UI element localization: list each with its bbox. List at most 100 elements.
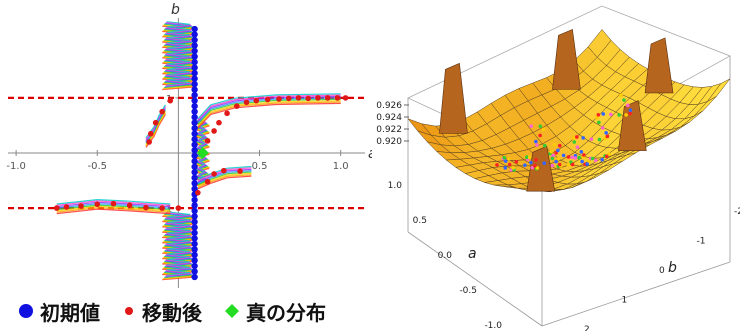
initial-point	[191, 136, 198, 143]
surface-sample-point	[566, 162, 571, 167]
trajectory-band-upper	[163, 24, 194, 89]
initial-point	[191, 64, 198, 71]
surface-sample-point	[607, 152, 611, 157]
trajectory-band-upper	[162, 25, 195, 91]
moved-point	[276, 96, 282, 102]
moved-point	[264, 96, 271, 103]
surface-sample-point	[628, 108, 633, 112]
surface-sample-point	[577, 155, 581, 160]
b-tick-label: 0	[659, 266, 665, 276]
initial-point	[191, 224, 198, 231]
initial-point	[191, 147, 198, 154]
initial-point	[191, 229, 198, 237]
legend-green-diamond-icon	[225, 304, 239, 318]
surface-sample-point	[549, 149, 554, 154]
b-tick-label: 1	[622, 296, 628, 306]
surface-sample-point	[535, 166, 540, 170]
surface-sample-point	[535, 143, 539, 147]
moved-point	[224, 110, 230, 117]
a-tick-label: 0.5	[413, 216, 427, 226]
initial-point	[191, 31, 198, 38]
moved-point	[195, 189, 201, 196]
trajectory-sweep-lower-left	[56, 205, 171, 212]
surface-peak	[552, 28, 581, 90]
surface-sample-point	[572, 140, 577, 144]
moved-point	[53, 205, 60, 211]
initial-point	[191, 80, 198, 88]
moved-point	[305, 95, 312, 102]
moved-point	[237, 168, 243, 174]
surface-sample-point	[626, 103, 630, 108]
legend-blue-dot-icon	[19, 304, 33, 318]
initial-point	[191, 268, 198, 275]
moved-point	[78, 203, 84, 209]
moved-point	[295, 95, 302, 101]
trajectory-band-upper	[166, 21, 191, 86]
trajectory-sweep-lower-left	[56, 208, 171, 215]
left-scatter-plot: ab-1.0-0.50.51.0-2-112	[6, 2, 372, 288]
initial-point	[191, 58, 198, 66]
moved-point	[126, 202, 133, 209]
trajectory-sweep-lower-left	[56, 207, 171, 213]
initial-point	[191, 86, 198, 93]
initial-point	[191, 169, 198, 176]
surface-sample-point	[582, 153, 586, 157]
initial-point	[191, 130, 198, 137]
trajectory-sweep-lower-right	[197, 172, 252, 187]
z-tick-label: 0.926	[376, 101, 402, 111]
surface-sample-point	[617, 113, 621, 117]
surface-sample-point	[622, 98, 626, 102]
surface-sample-point	[604, 154, 609, 159]
moved-point	[253, 97, 260, 104]
trajectory-band-upper	[165, 22, 192, 87]
x-tick-label: 0.5	[252, 161, 268, 172]
surface-sample-point	[503, 166, 508, 170]
moved-point	[148, 130, 154, 137]
initial-point	[191, 125, 198, 132]
trajectory-band-upper	[164, 23, 193, 89]
surface-sample-point	[541, 127, 546, 132]
moved-point	[243, 99, 250, 106]
surface-sample-point	[603, 136, 607, 141]
moved-point	[234, 103, 240, 109]
moved-point	[175, 205, 182, 211]
surface-sample-point	[550, 156, 555, 161]
trajectory-band-lower	[166, 211, 191, 277]
surface-sample-point	[538, 124, 543, 129]
moved-point	[167, 97, 174, 104]
z-tick-label: 0.922	[376, 125, 402, 135]
legend-item-moved: 移動後	[122, 297, 202, 326]
initial-point	[191, 158, 198, 165]
trajectory-sweep-lower-right	[197, 174, 252, 188]
initial-point	[191, 152, 198, 159]
legend-item-true: 真の分布	[224, 297, 326, 326]
a-axis-label: a	[468, 246, 477, 262]
initial-point	[191, 113, 198, 121]
surface-sample-point	[597, 137, 602, 142]
surface-sample-point	[570, 162, 575, 167]
initial-point	[191, 25, 198, 33]
surface-peak	[617, 100, 647, 151]
moved-point	[285, 95, 292, 102]
moved-point	[159, 108, 165, 115]
box-edge	[407, 231, 543, 327]
legend-red-dot-icon	[125, 307, 133, 315]
trajectory-band-lower	[162, 215, 195, 281]
surface-sample-point	[525, 155, 529, 159]
surface-sample-point	[495, 163, 499, 167]
initial-point	[191, 163, 198, 170]
trajectory-sweep-upper-right	[197, 93, 341, 120]
surface-sample-point	[557, 162, 562, 167]
surface-sample-point	[542, 143, 547, 148]
surface-sample-point	[538, 133, 542, 138]
surface-sample-point	[554, 151, 558, 155]
surface-sample-point	[609, 112, 613, 117]
initial-point	[191, 174, 198, 181]
surface-sample-point	[600, 126, 605, 130]
surface-sample-point	[523, 163, 527, 167]
b-tick-label: 2	[584, 325, 590, 331]
moved-point	[221, 167, 227, 174]
surface-sample-point	[556, 157, 561, 161]
initial-point	[191, 246, 198, 253]
initial-point	[191, 91, 198, 99]
